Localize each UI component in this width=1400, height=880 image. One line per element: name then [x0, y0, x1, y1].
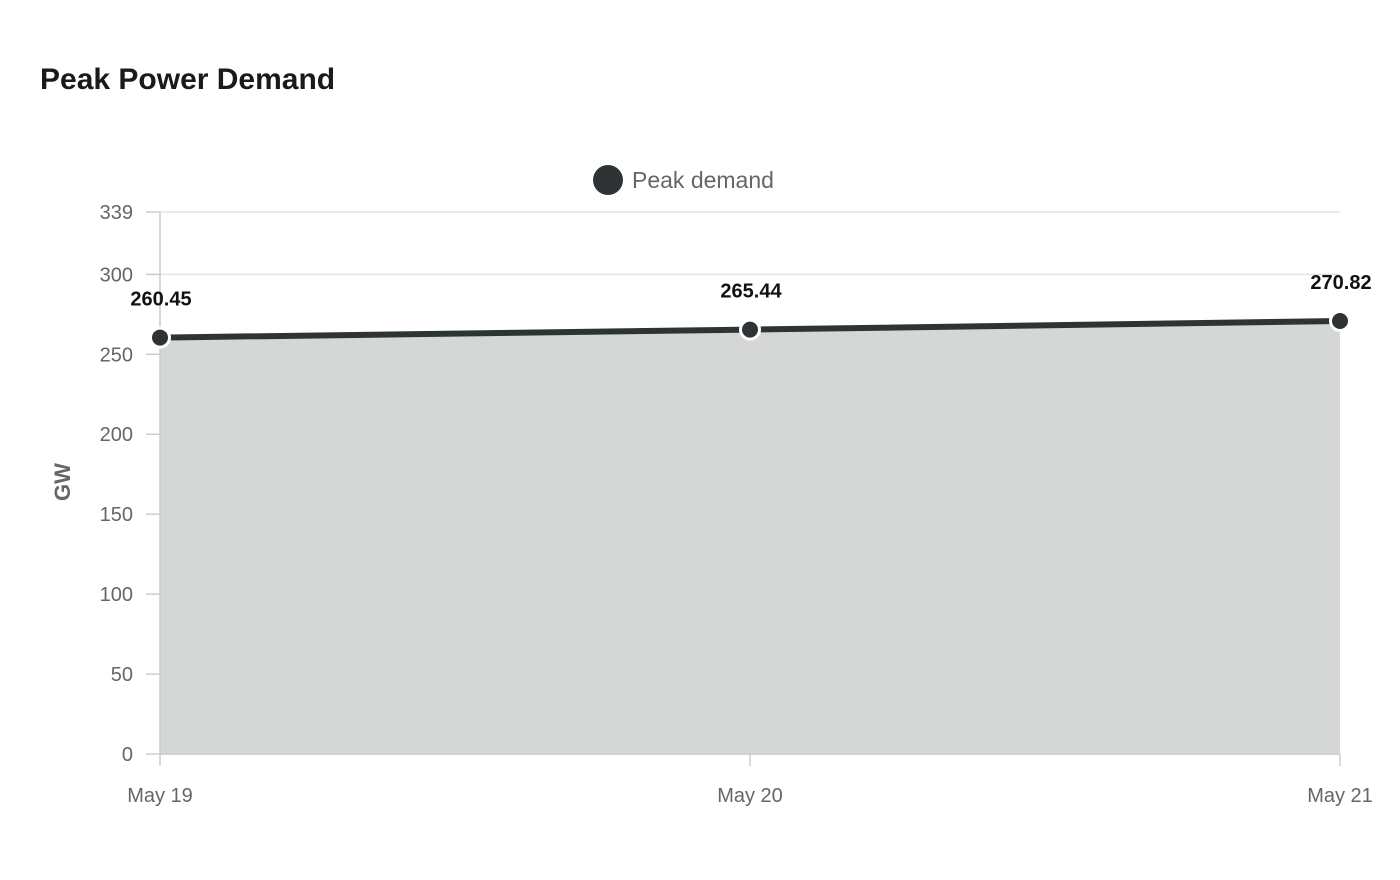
chart-title: Peak Power Demand	[40, 63, 336, 96]
y-tick-label: 50	[111, 664, 133, 686]
data-label: 265.44	[720, 281, 782, 303]
x-tick-label: May 21	[1307, 785, 1373, 807]
y-tick-label: 100	[100, 584, 133, 606]
data-point[interactable]	[739, 318, 761, 341]
y-tick-label: 0	[122, 744, 133, 766]
y-tick-label: 339	[100, 202, 133, 224]
area-fill	[160, 321, 1340, 754]
y-axis-label: GW	[50, 463, 75, 501]
legend[interactable]: Peak demand	[593, 165, 774, 195]
data-points	[149, 310, 1351, 349]
y-axis-ticks: 0 50 100 150 200 250 300 339	[100, 202, 160, 766]
y-tick-label: 300	[100, 264, 133, 286]
y-tick-label: 250	[100, 344, 133, 366]
y-tick-label: 150	[100, 504, 133, 526]
data-labels: 260.45 265.44 270.82	[130, 272, 1371, 311]
data-label: 270.82	[1310, 272, 1371, 294]
legend-label: Peak demand	[632, 167, 774, 193]
data-point[interactable]	[149, 326, 171, 349]
data-point[interactable]	[1329, 310, 1351, 333]
x-tick-label: May 19	[127, 785, 193, 807]
data-label: 260.45	[130, 289, 191, 311]
y-tick-label: 200	[100, 424, 133, 446]
x-tick-label: May 20	[717, 785, 783, 807]
legend-marker-icon	[593, 165, 623, 195]
x-axis-ticks: May 19 May 20 May 21	[127, 754, 1373, 807]
